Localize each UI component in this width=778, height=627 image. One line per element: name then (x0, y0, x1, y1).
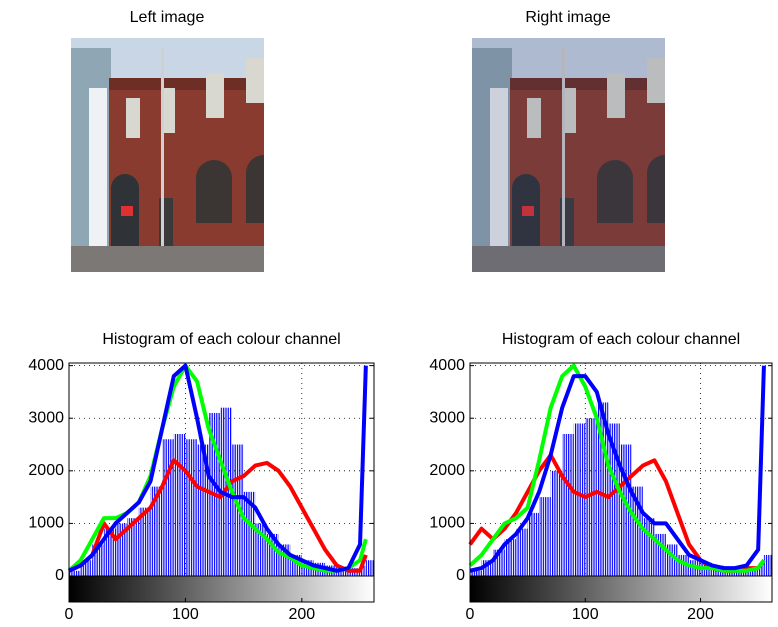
colorbar (470, 576, 772, 602)
figure: Left image Right image Histogram of each… (0, 0, 778, 627)
histogram-bar (562, 434, 574, 576)
x-tick-label: 200 (288, 606, 315, 623)
x-tick-label: 100 (572, 606, 599, 623)
y-tick-label: 1000 (429, 515, 465, 532)
y-tick-label: 1000 (28, 515, 64, 532)
y-tick-label: 2000 (28, 462, 64, 479)
y-tick-label: 3000 (429, 409, 465, 426)
histogram-bar (574, 423, 586, 576)
y-tick-label: 0 (456, 567, 465, 584)
x-tick-label: 100 (172, 606, 199, 623)
right-image-tint (472, 38, 665, 272)
histogram-bar (539, 497, 551, 576)
image-title: Left image (130, 9, 205, 26)
histogram-bar (764, 555, 772, 576)
histogram-bar (366, 560, 374, 576)
histogram-bar (516, 529, 528, 576)
histogram-bar (528, 513, 540, 576)
chart-title: Histogram of each colour channel (102, 331, 340, 348)
x-tick-label: 0 (65, 606, 74, 623)
y-tick-label: 2000 (429, 462, 465, 479)
y-tick-label: 3000 (28, 409, 64, 426)
x-tick-label: 200 (687, 606, 714, 623)
colorbar (69, 576, 374, 602)
y-tick-label: 4000 (28, 357, 64, 374)
y-tick-label: 0 (55, 567, 64, 584)
histogram-bar (174, 434, 186, 576)
image-title: Right image (525, 9, 610, 26)
histogram-bar (185, 439, 197, 576)
left-image (71, 38, 264, 272)
histogram-bar (643, 518, 655, 576)
chart-title: Histogram of each colour channel (502, 331, 740, 348)
x-tick-label: 0 (466, 606, 475, 623)
y-tick-label: 4000 (429, 357, 465, 374)
